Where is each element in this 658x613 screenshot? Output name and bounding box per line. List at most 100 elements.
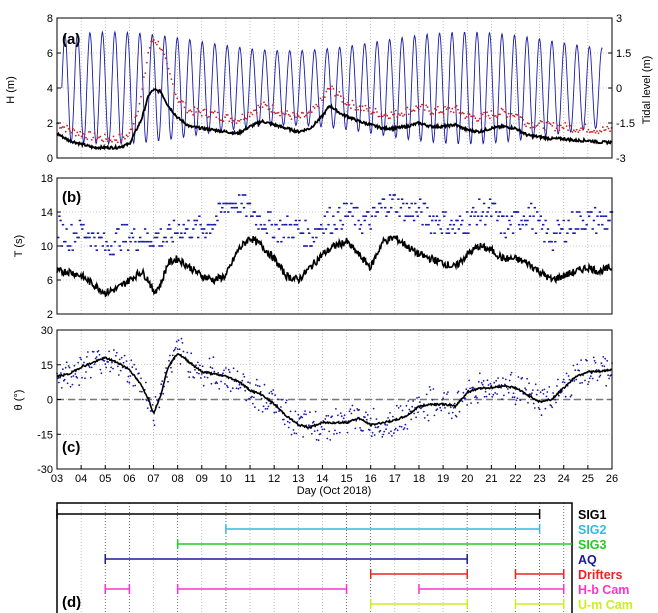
data-point-blue — [166, 376, 168, 378]
data-point-blue — [357, 219, 360, 222]
data-point-blue — [414, 406, 416, 409]
data-point-blue — [368, 223, 371, 226]
data-point-red — [276, 112, 278, 114]
data-point-blue — [346, 215, 349, 217]
data-point-blue — [69, 245, 72, 247]
data-point-blue — [158, 245, 161, 247]
data-point-red — [268, 108, 271, 110]
data-point-red — [506, 116, 509, 118]
data-point-blue — [432, 388, 435, 390]
series-wave-height — [56, 87, 612, 151]
data-point-blue — [241, 194, 244, 196]
data-point-blue — [503, 232, 506, 234]
data-point-red — [208, 115, 210, 118]
data-point-red — [361, 105, 364, 108]
data-point-blue — [497, 377, 499, 379]
data-point-red — [234, 118, 237, 121]
data-point-blue — [333, 223, 336, 226]
data-point-red — [393, 112, 396, 115]
data-point-blue — [293, 432, 296, 434]
data-point-blue — [364, 215, 368, 217]
data-point-red — [410, 110, 413, 113]
data-point-red — [461, 111, 464, 114]
data-point-blue — [263, 223, 266, 226]
data-point-blue — [197, 236, 200, 239]
data-point-red — [297, 115, 300, 117]
data-point-blue — [369, 228, 372, 230]
data-point-blue — [182, 223, 185, 226]
data-point-blue — [256, 384, 259, 387]
data-point-red — [444, 105, 446, 108]
data-point-blue — [561, 228, 564, 230]
data-point-red — [402, 115, 404, 117]
data-point-blue — [396, 211, 399, 213]
data-point-blue — [244, 194, 247, 196]
data-point-blue — [563, 381, 566, 384]
data-point-blue — [231, 387, 234, 390]
data-point-blue — [59, 219, 62, 222]
x-tick-label: 13 — [292, 473, 304, 485]
data-point-blue — [255, 378, 258, 381]
data-point-blue — [431, 219, 434, 222]
data-point-red — [95, 139, 97, 142]
data-point-red — [409, 108, 412, 111]
data-point-red — [586, 130, 588, 133]
data-point-red — [235, 122, 238, 124]
data-point-blue — [484, 223, 487, 226]
data-point-blue — [592, 219, 596, 222]
data-point-blue — [201, 232, 205, 234]
data-point-blue — [475, 223, 479, 226]
data-point-blue — [409, 410, 412, 413]
data-point-blue — [222, 372, 224, 375]
data-point-blue — [427, 223, 430, 226]
data-point-blue — [153, 236, 156, 239]
data-point-blue — [155, 236, 159, 239]
data-point-red — [263, 101, 265, 104]
data-point-blue — [66, 245, 70, 247]
y-tick-label: 8 — [47, 13, 53, 25]
data-point-blue — [105, 240, 108, 243]
data-point-red — [509, 115, 512, 118]
data-point-blue — [514, 403, 517, 406]
data-point-blue — [337, 414, 339, 417]
data-point-blue — [175, 340, 178, 343]
data-point-red — [467, 112, 470, 115]
data-point-blue — [199, 364, 201, 367]
data-point-red — [219, 119, 222, 122]
data-point-blue — [193, 376, 196, 379]
data-point-blue — [505, 215, 509, 217]
data-point-blue — [444, 211, 447, 213]
data-point-blue — [439, 228, 442, 230]
data-point-blue — [303, 413, 305, 415]
panel-a-series — [56, 30, 613, 151]
data-point-red — [486, 111, 488, 114]
data-point-red — [63, 126, 66, 128]
data-point-blue — [416, 215, 419, 217]
data-point-blue — [447, 232, 451, 234]
data-point-red — [274, 112, 277, 115]
data-point-red — [507, 112, 510, 115]
panel-d-grid — [80, 503, 565, 613]
data-point-blue — [242, 373, 245, 375]
panel-c-xticks: 03 04 05 06 07 08 09 10 11 12 13 14 15 16 17 18 19 20 21 22… — [51, 465, 618, 485]
y-tick-label: 0 — [47, 153, 53, 165]
data-point-blue — [305, 413, 307, 416]
data-point-red — [364, 104, 367, 107]
data-point-blue — [532, 389, 534, 391]
data-point-blue — [247, 381, 250, 384]
data-point-blue — [127, 375, 130, 378]
data-point-blue — [172, 349, 175, 352]
data-point-red — [373, 111, 375, 114]
data-point-blue — [375, 418, 378, 420]
data-point-blue — [400, 425, 403, 428]
data-point-blue — [380, 206, 383, 209]
data-point-blue — [57, 236, 60, 239]
data-point-blue — [457, 228, 460, 230]
data-point-blue — [468, 379, 470, 382]
data-point-red — [92, 136, 95, 139]
data-point-blue — [114, 232, 118, 234]
data-point-red — [79, 130, 82, 133]
data-point-red — [69, 130, 71, 133]
data-point-red — [114, 139, 116, 141]
data-point-red — [226, 114, 229, 116]
